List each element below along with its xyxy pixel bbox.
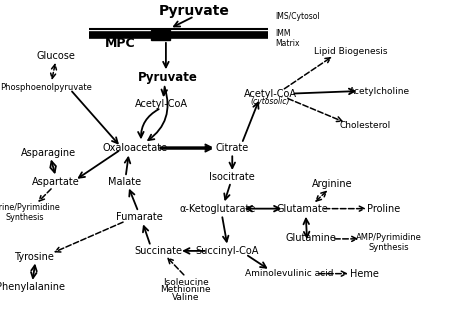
Text: Cholesterol: Cholesterol xyxy=(339,121,391,130)
Text: Phosphoenolpyruvate: Phosphoenolpyruvate xyxy=(0,83,92,92)
Text: Glutamine: Glutamine xyxy=(285,233,336,243)
Text: Phenylalanine: Phenylalanine xyxy=(0,282,65,292)
Text: Methionine: Methionine xyxy=(161,285,211,294)
Text: Heme: Heme xyxy=(350,269,378,279)
Text: Isocitrate: Isocitrate xyxy=(210,172,255,182)
Text: Isoleucine: Isoleucine xyxy=(163,278,209,287)
Text: Matrix: Matrix xyxy=(275,39,300,48)
Text: Acetyl-CoA: Acetyl-CoA xyxy=(244,89,297,99)
Text: Glucose: Glucose xyxy=(36,51,75,61)
Text: Pyruvate: Pyruvate xyxy=(159,4,230,19)
Text: Malate: Malate xyxy=(108,177,141,187)
Text: Purine/Pyrimidine: Purine/Pyrimidine xyxy=(0,203,60,212)
FancyBboxPatch shape xyxy=(151,30,170,40)
Text: Synthesis: Synthesis xyxy=(368,243,409,252)
Text: Proline: Proline xyxy=(367,204,401,214)
Text: Fumarate: Fumarate xyxy=(117,212,163,222)
Text: (cytosolic): (cytosolic) xyxy=(250,97,290,106)
Text: Acetylcholine: Acetylcholine xyxy=(349,86,410,96)
Text: Arginine: Arginine xyxy=(311,179,352,188)
Text: MPC: MPC xyxy=(104,37,135,50)
Text: Pyruvate: Pyruvate xyxy=(138,72,198,84)
Text: Succinate: Succinate xyxy=(135,246,183,256)
Text: Oxaloacetate: Oxaloacetate xyxy=(102,143,168,153)
Text: Acetyl-CoA: Acetyl-CoA xyxy=(135,99,188,109)
Text: IMM: IMM xyxy=(275,29,291,38)
Text: Synthesis: Synthesis xyxy=(5,213,44,222)
Text: Valine: Valine xyxy=(172,293,200,302)
Text: Aminolevulinic acid: Aminolevulinic acid xyxy=(245,269,333,278)
Text: Citrate: Citrate xyxy=(216,143,249,153)
Text: Asparagine: Asparagine xyxy=(21,148,76,158)
Text: AMP/Pyrimidine: AMP/Pyrimidine xyxy=(356,233,421,242)
Text: Aspartate: Aspartate xyxy=(32,177,80,187)
Text: Tyrosine: Tyrosine xyxy=(14,252,54,262)
Text: Glutamate: Glutamate xyxy=(276,204,328,214)
Text: Succinyl-CoA: Succinyl-CoA xyxy=(196,246,259,256)
Text: Lipid Biogenesis: Lipid Biogenesis xyxy=(314,47,388,57)
Text: α-Ketoglutarate: α-Ketoglutarate xyxy=(180,204,256,214)
Text: IMS/Cytosol: IMS/Cytosol xyxy=(275,12,319,21)
